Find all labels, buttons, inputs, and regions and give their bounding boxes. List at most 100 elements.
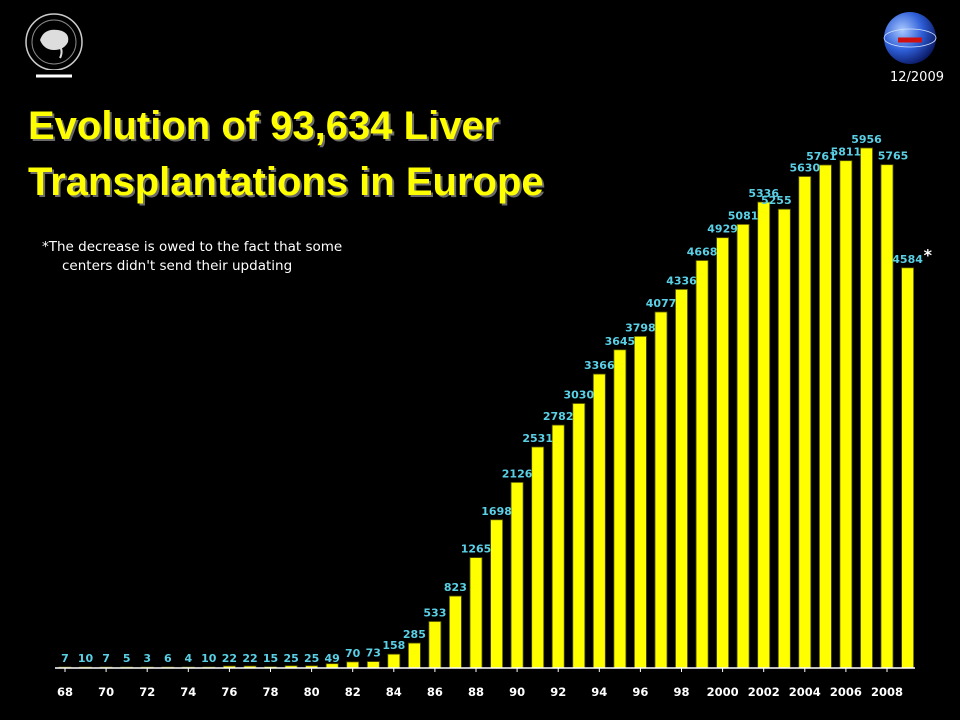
value-label-2001: 5081 [728,209,759,222]
page-title: Evolution of 93,634 Liver Transplantatio… [28,98,668,210]
value-label-1993: 3030 [563,389,594,402]
elita-logo [25,13,83,81]
tick-label-72: 72 [139,685,155,699]
bar-1994 [592,373,606,669]
value-label-2009: 4584 [892,253,923,266]
value-label-1982: 70 [345,647,361,660]
tick-label-82: 82 [345,685,361,699]
bar-1987 [448,595,462,669]
value-label-2007: 5956 [851,133,882,146]
eltr-globe-logo [883,12,937,64]
footnote: *The decrease is owed to the fact that s… [42,238,342,276]
bar-2004 [798,176,812,669]
value-label-2006: 5811 [831,146,862,159]
footnote-line-1: *The decrease is owed to the fact that s… [42,239,343,255]
value-label-2004: 5630 [789,162,820,175]
tick-label-74: 74 [180,685,196,699]
date-stamp: 12/2009 [889,70,944,85]
value-label-1991: 2531 [522,432,553,445]
value-label-1985: 285 [403,628,426,641]
value-label-2005: 5761 [806,150,837,163]
bar-1990 [510,481,524,669]
bar-1988 [469,557,483,669]
bar-2009 [901,267,914,669]
bar-1999 [695,260,709,669]
bar-1986 [428,621,442,669]
value-label-1978: 15 [263,652,278,665]
value-label-1972: 3 [143,652,151,665]
bar-2003 [777,208,791,669]
tick-label-2006: 2006 [830,685,862,699]
bar-2005 [819,164,832,669]
bar-2001 [736,223,750,669]
value-label-1981: 49 [325,652,340,665]
value-label-1973: 6 [164,652,172,665]
value-label-1979: 25 [283,652,298,665]
value-label-1977: 22 [242,652,257,665]
value-label-1986: 533 [423,607,446,620]
tick-label-70: 70 [98,685,114,699]
value-label-1980: 25 [304,652,319,665]
tick-label-90: 90 [509,685,525,699]
tick-label-80: 80 [304,685,320,699]
value-label-1976: 22 [222,652,237,665]
bar-1984 [387,653,401,669]
tick-label-84: 84 [386,685,402,699]
bar-1993 [572,403,586,669]
value-label-1968: 7 [61,652,69,665]
value-label-1987: 823 [444,581,467,594]
value-label-2002: 5336 [748,187,779,200]
bar-1995 [613,349,627,669]
bar-1982 [346,661,360,669]
bar-1983 [366,661,380,669]
value-label-1971: 5 [123,652,131,665]
value-label-2008: 5765 [878,150,909,163]
value-label-2003: 5255 [761,194,792,207]
bar-2006 [839,160,853,669]
tick-label-68: 68 [57,685,73,699]
value-label-1974: 4 [184,652,192,665]
value-label-1970: 7 [102,652,110,665]
value-label-1988: 1265 [461,543,492,556]
bar-1998 [675,288,688,669]
tick-label-78: 78 [262,685,278,699]
bars-group [58,147,914,669]
value-label-1989: 1698 [481,505,512,518]
tick-label-2004: 2004 [789,685,821,699]
value-label-1996: 3798 [625,321,656,334]
tick-label-88: 88 [468,685,484,699]
decrease-annotation: * [924,246,933,265]
bar-1992 [551,424,565,669]
bar-1989 [490,519,504,669]
tick-label-96: 96 [632,685,648,699]
footnote-line-2: centers didn't send their updating [62,258,293,274]
value-label-1998: 4336 [666,274,697,287]
bar-2007 [860,147,873,669]
bar-1996 [634,335,647,669]
bar-1991 [531,446,545,669]
tick-label-86: 86 [427,685,443,699]
tick-label-76: 76 [221,685,237,699]
value-label-1997: 4077 [646,297,677,310]
value-label-1994: 3366 [584,359,615,372]
value-label-1969: 10 [78,652,94,665]
value-label-1975: 10 [201,652,217,665]
value-label-1992: 2782 [543,410,574,423]
x-axis-ticks: 68 70 72 74 76 78 80 82 84 86 88 90 92 94 96 98 2000 2002… [57,668,903,699]
value-label-2000: 4929 [707,223,738,236]
bar-2002 [757,201,771,669]
value-label-1983: 73 [366,647,381,660]
title-line-1: Evolution of 93,634 Liver [28,104,500,148]
bar-2000 [716,237,729,669]
value-label-1990: 2126 [502,467,533,480]
title-line-2: Transplantations in Europe [28,160,544,204]
value-label-1995: 3645 [605,335,636,348]
tick-label-94: 94 [591,685,607,699]
bar-1997 [654,311,668,669]
tick-label-2008: 2008 [871,685,903,699]
bar-2008 [880,164,894,669]
tick-label-2002: 2002 [748,685,780,699]
tick-label-98: 98 [673,685,689,699]
bar-1985 [407,642,421,669]
value-label-1984: 158 [382,639,405,652]
